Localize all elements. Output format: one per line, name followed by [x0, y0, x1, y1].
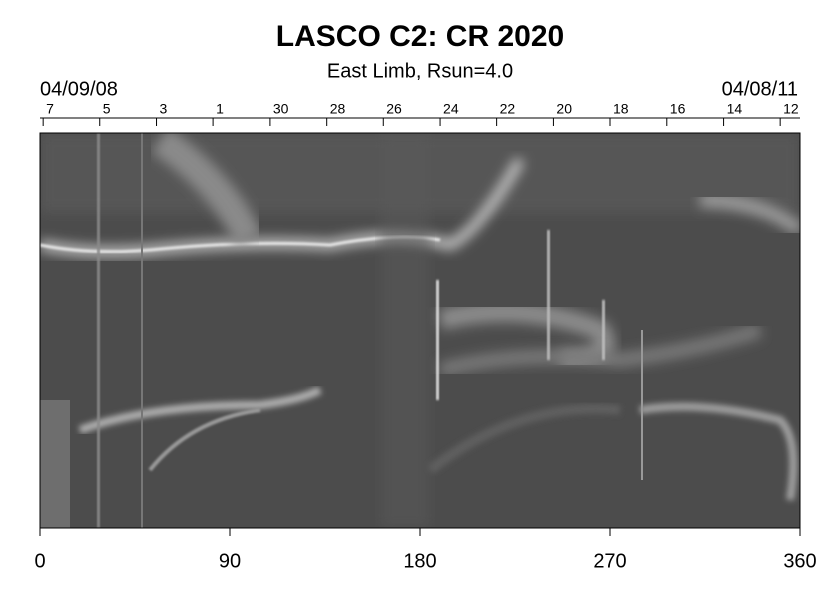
top-tick-label: 16	[670, 101, 686, 117]
x-tick-label: 90	[219, 550, 241, 572]
top-tick-label: 30	[273, 101, 289, 117]
chart-subtitle: East Limb, Rsun=4.0	[327, 60, 513, 82]
top-tick-label: 1	[216, 101, 224, 117]
top-tick-label: 20	[556, 101, 572, 117]
top-tick-label: 7	[46, 101, 54, 117]
top-tick-label: 18	[613, 101, 629, 117]
chart-title: LASCO C2: CR 2020	[276, 20, 564, 53]
top-tick-label: 24	[443, 101, 459, 117]
top-tick-label: 5	[103, 101, 111, 117]
start-date: 04/09/08	[40, 78, 118, 100]
top-tick-label: 22	[500, 101, 516, 117]
top-tick-label: 3	[160, 101, 168, 117]
top-tick-label: 12	[783, 101, 799, 117]
x-tick-label: 270	[593, 550, 626, 572]
top-tick-label: 28	[330, 101, 346, 117]
x-tick-label: 180	[403, 550, 436, 572]
synoptic-image	[40, 133, 800, 528]
end-date: 04/08/11	[722, 78, 798, 100]
x-tick-label: 0	[34, 550, 45, 572]
top-tick-label: 26	[386, 101, 402, 117]
x-tick-label: 360	[783, 550, 816, 572]
top-tick-label: 14	[727, 101, 743, 117]
